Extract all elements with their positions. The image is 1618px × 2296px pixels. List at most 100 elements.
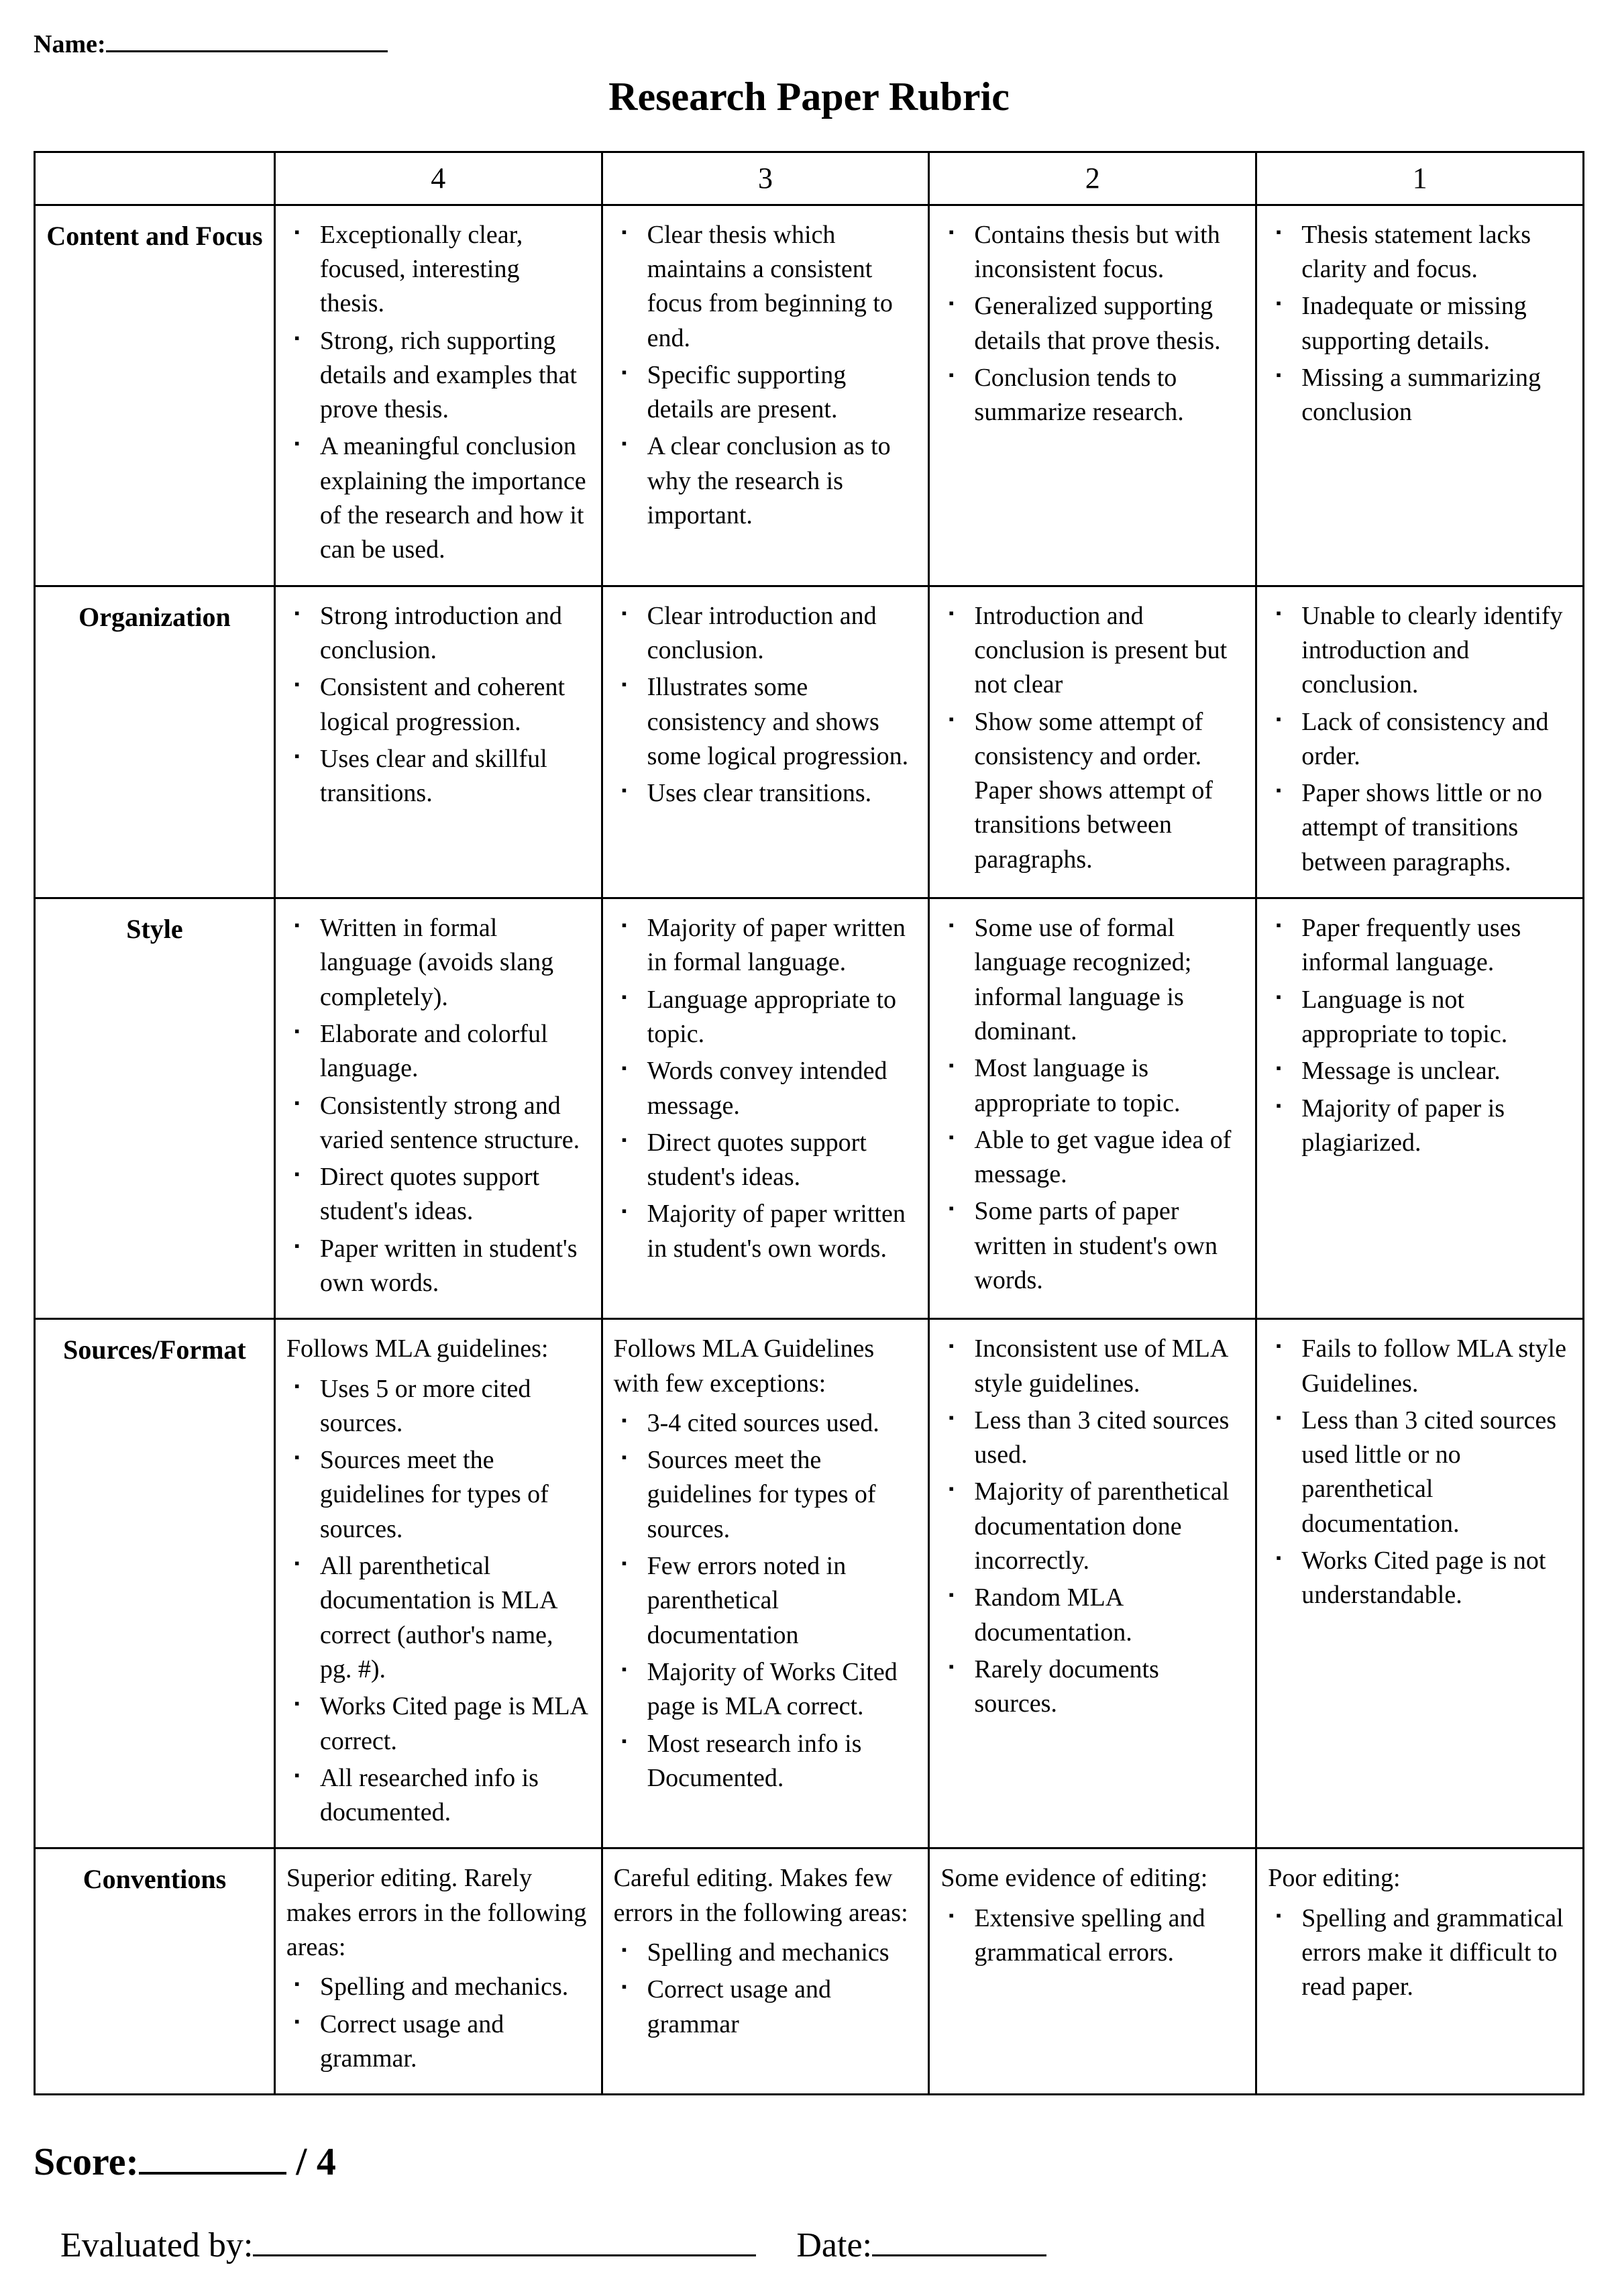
cell-intro: Poor editing: xyxy=(1268,1861,1572,1895)
list-item: Missing a summarizing conclusion xyxy=(1301,361,1572,430)
list-item: Generalized supporting details that prov… xyxy=(974,289,1244,358)
list-item: Able to get vague idea of message. xyxy=(974,1123,1244,1192)
points-list: Uses 5 or more cited sources.Sources mee… xyxy=(286,1372,590,1830)
list-item: A meaningful conclusion explaining the i… xyxy=(320,429,590,567)
table-row: Sources/Format Follows MLA guidelines: Use… xyxy=(35,1319,1584,1848)
list-item: Strong introduction and conclusion. xyxy=(320,599,590,668)
points-list: Strong introduction and conclusion.Consi… xyxy=(286,599,590,811)
list-item: Paper shows little or no attempt of tran… xyxy=(1301,776,1572,880)
list-item: Language is not appropriate to topic. xyxy=(1301,983,1572,1052)
rubric-cell: Majority of paper written in formal lang… xyxy=(602,898,929,1319)
list-item: Sources meet the guidelines for types of… xyxy=(647,1443,918,1547)
score-blank[interactable] xyxy=(139,2140,286,2175)
list-item: Lack of consistency and order. xyxy=(1301,705,1572,774)
list-item: Rarely documents sources. xyxy=(974,1653,1244,1722)
list-item: Less than 3 cited sources used. xyxy=(974,1404,1244,1473)
list-item: Less than 3 cited sources used little or… xyxy=(1301,1404,1572,1541)
page-title: Research Paper Rubric xyxy=(34,70,1584,124)
list-item: Language appropriate to topic. xyxy=(647,983,918,1052)
list-item: Exceptionally clear, focused, interestin… xyxy=(320,218,590,321)
list-item: Consistently strong and varied sentence … xyxy=(320,1089,590,1158)
list-item: Random MLA documentation. xyxy=(974,1581,1244,1650)
rubric-cell: Some evidence of editing: Extensive spell… xyxy=(929,1848,1256,2095)
table-row: OrganizationStrong introduction and conc… xyxy=(35,586,1584,898)
list-item: Specific supporting details are present. xyxy=(647,358,918,427)
points-list: Majority of paper written in formal lang… xyxy=(614,911,918,1266)
rubric-cell: Strong introduction and conclusion.Consi… xyxy=(274,586,602,898)
name-blank[interactable] xyxy=(106,27,388,52)
category-cell: Organization xyxy=(35,586,275,898)
list-item: Spelling and grammatical errors make it … xyxy=(1301,1901,1572,2005)
points-list: Spelling and mechanics.Correct usage and… xyxy=(286,1970,590,2076)
list-item: Majority of parenthetical documentation … xyxy=(974,1475,1244,1578)
list-item: Sources meet the guidelines for types of… xyxy=(320,1443,590,1547)
category-cell: Sources/Format xyxy=(35,1319,275,1848)
rubric-cell: Clear introduction and conclusion.Illust… xyxy=(602,586,929,898)
rubric-cell: Exceptionally clear, focused, interestin… xyxy=(274,205,602,586)
points-list: Inconsistent use of MLA style guidelines… xyxy=(940,1332,1244,1721)
list-item: Most research info is Documented. xyxy=(647,1727,918,1796)
table-row: ConventionsSuperior editing. Rarely make… xyxy=(35,1848,1584,2095)
rubric-cell: Careful editing. Makes few errors in the… xyxy=(602,1848,929,2095)
score-label: Score: xyxy=(34,2140,139,2183)
category-cell: Content and Focus xyxy=(35,205,275,586)
evaluated-label: Evaluated by: xyxy=(60,2226,253,2264)
list-item: Majority of Works Cited page is MLA corr… xyxy=(647,1655,918,1724)
points-list: Spelling and grammatical errors make it … xyxy=(1268,1901,1572,2005)
list-item: Written in formal language (avoids slang… xyxy=(320,911,590,1014)
list-item: A clear conclusion as to why the researc… xyxy=(647,429,918,533)
rubric-cell: Written in formal language (avoids slang… xyxy=(274,898,602,1319)
rubric-cell: Thesis statement lacks clarity and focus… xyxy=(1256,205,1584,586)
rubric-cell: Paper frequently uses informal language.… xyxy=(1256,898,1584,1319)
list-item: Paper frequently uses informal language. xyxy=(1301,911,1572,980)
list-item: Extensive spelling and grammatical error… xyxy=(974,1901,1244,1971)
list-item: Few errors noted in parenthetical docume… xyxy=(647,1549,918,1653)
list-item: Works Cited page is MLA correct. xyxy=(320,1689,590,1759)
list-item: Elaborate and colorful language. xyxy=(320,1017,590,1086)
points-list: Clear introduction and conclusion.Illust… xyxy=(614,599,918,811)
rubric-cell: Poor editing: Spelling and grammatical er… xyxy=(1256,1848,1584,2095)
evaluated-blank[interactable] xyxy=(253,2225,756,2256)
rubric-cell: Introduction and conclusion is present b… xyxy=(929,586,1256,898)
list-item: Most language is appropriate to topic. xyxy=(974,1051,1244,1120)
table-row: Content and Focus Exceptionally clear, fo… xyxy=(35,205,1584,586)
list-item: Contains thesis but with inconsistent fo… xyxy=(974,218,1244,287)
date-blank[interactable] xyxy=(872,2225,1046,2256)
list-item: Works Cited page is not understandable. xyxy=(1301,1544,1572,1613)
list-item: Consistent and coherent logical progress… xyxy=(320,670,590,739)
points-list: Written in formal language (avoids slang… xyxy=(286,911,590,1300)
list-item: Correct usage and grammar xyxy=(647,1973,918,2042)
rubric-cell: Contains thesis but with inconsistent fo… xyxy=(929,205,1256,586)
points-list: Some use of formal language recognized; … xyxy=(940,911,1244,1298)
list-item: 3-4 cited sources used. xyxy=(647,1406,918,1441)
list-item: Spelling and mechanics xyxy=(647,1936,918,1970)
header-level-1: 1 xyxy=(1256,152,1584,205)
list-item: All parenthetical documentation is MLA c… xyxy=(320,1549,590,1687)
date-label: Date: xyxy=(796,2226,872,2264)
header-row: 4 3 2 1 xyxy=(35,152,1584,205)
header-empty xyxy=(35,152,275,205)
score-suffix: / 4 xyxy=(296,2140,336,2183)
category-cell: Conventions xyxy=(35,1848,275,2095)
cell-intro: Some evidence of editing: xyxy=(940,1861,1244,1895)
list-item: Majority of paper written in student's o… xyxy=(647,1197,918,1266)
rubric-cell: Inconsistent use of MLA style guidelines… xyxy=(929,1319,1256,1848)
category-cell: Style xyxy=(35,898,275,1319)
list-item: Direct quotes support student's ideas. xyxy=(320,1160,590,1229)
list-item: Direct quotes support student's ideas. xyxy=(647,1126,918,1195)
list-item: Inconsistent use of MLA style guidelines… xyxy=(974,1332,1244,1401)
evaluated-by: Evaluated by: xyxy=(60,2222,756,2269)
list-item: Unable to clearly identify introduction … xyxy=(1301,599,1572,702)
list-item: Some use of formal language recognized; … xyxy=(974,911,1244,1049)
points-list: Thesis statement lacks clarity and focus… xyxy=(1268,218,1572,430)
points-list: Spelling and mechanicsCorrect usage and … xyxy=(614,1936,918,2042)
name-label: Name: xyxy=(34,30,106,58)
list-item: Paper written in student's own words. xyxy=(320,1232,590,1301)
list-item: Clear thesis which maintains a consisten… xyxy=(647,218,918,356)
points-list: 3-4 cited sources used.Sources meet the … xyxy=(614,1406,918,1795)
list-item: Fails to follow MLA style Guidelines. xyxy=(1301,1332,1572,1401)
header-level-3: 3 xyxy=(602,152,929,205)
points-list: Unable to clearly identify introduction … xyxy=(1268,599,1572,880)
cell-intro: Follows MLA guidelines: xyxy=(286,1332,590,1366)
points-list: Contains thesis but with inconsistent fo… xyxy=(940,218,1244,430)
